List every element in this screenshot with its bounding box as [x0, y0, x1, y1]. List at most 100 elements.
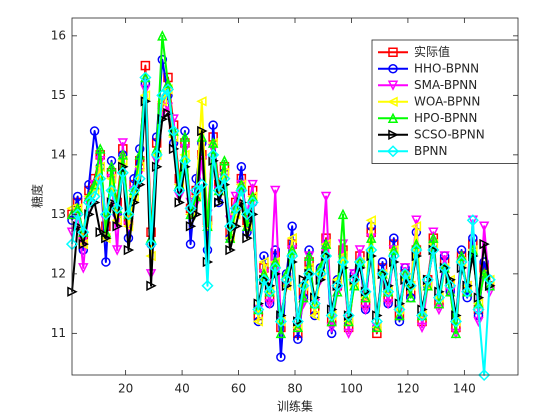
legend-label: SCSO-BPNN: [414, 127, 485, 141]
marker: [252, 303, 265, 316]
marker: [365, 215, 376, 226]
marker: [405, 291, 416, 303]
marker: [190, 184, 203, 197]
marker: [111, 202, 124, 215]
marker: [157, 30, 168, 41]
marker: [478, 268, 490, 279]
marker: [308, 297, 321, 310]
marker: [468, 250, 479, 262]
marker: [224, 220, 237, 233]
marker: [326, 322, 337, 334]
marker: [275, 327, 287, 339]
marker: [376, 267, 389, 280]
marker: [388, 244, 400, 255]
marker: [411, 238, 422, 249]
marker: [236, 178, 247, 190]
marker: [184, 202, 197, 215]
marker: [427, 243, 440, 257]
plot-area: [65, 30, 496, 382]
marker: [359, 285, 372, 298]
marker: [411, 215, 422, 226]
marker: [95, 226, 106, 238]
marker: [337, 208, 349, 220]
marker: [433, 304, 445, 316]
marker: [133, 172, 146, 185]
marker: [208, 120, 218, 130]
marker: [101, 232, 112, 244]
marker: [304, 245, 314, 255]
marker: [478, 368, 491, 382]
y-tick-label: 13: [51, 207, 66, 221]
marker: [456, 250, 467, 261]
marker: [319, 249, 333, 263]
marker: [252, 316, 264, 327]
marker: [466, 214, 479, 227]
marker: [180, 126, 190, 136]
marker: [139, 71, 152, 84]
marker: [410, 243, 423, 257]
marker: [439, 251, 450, 262]
marker: [230, 221, 242, 232]
y-tick-label: 16: [51, 28, 66, 42]
marker: [456, 245, 467, 255]
marker: [421, 273, 434, 286]
marker: [370, 315, 383, 328]
marker: [128, 184, 141, 197]
marker: [156, 89, 169, 102]
marker: [185, 239, 196, 249]
marker: [185, 221, 197, 232]
marker: [303, 267, 316, 280]
marker: [95, 143, 106, 154]
marker: [174, 197, 185, 208]
marker: [291, 315, 304, 328]
marker: [116, 166, 129, 179]
marker: [377, 257, 388, 267]
marker: [218, 172, 231, 185]
marker: [88, 190, 101, 203]
marker: [242, 232, 253, 244]
marker: [393, 303, 406, 316]
marker: [89, 126, 100, 136]
marker: [325, 309, 338, 322]
marker: [314, 267, 327, 280]
marker: [399, 267, 412, 280]
marker: [179, 131, 191, 142]
marker: [444, 279, 457, 292]
marker: [432, 291, 446, 304]
marker: [197, 125, 208, 137]
marker: [270, 245, 280, 255]
marker: [270, 256, 281, 267]
marker: [247, 190, 258, 202]
marker: [309, 310, 320, 321]
marker: [77, 226, 90, 239]
legend-marker: [388, 64, 398, 74]
marker: [163, 107, 174, 119]
marker: [72, 202, 83, 214]
marker: [353, 255, 366, 269]
marker: [150, 148, 163, 161]
marker: [101, 257, 111, 267]
marker: [280, 273, 293, 286]
marker: [371, 321, 383, 333]
marker: [428, 227, 439, 238]
marker: [438, 261, 451, 274]
marker: [105, 184, 118, 197]
legend-label: HHO-BPNN: [414, 61, 479, 75]
marker: [399, 263, 411, 274]
marker: [461, 285, 474, 298]
marker: [162, 77, 174, 89]
marker: [348, 273, 361, 286]
marker: [472, 303, 485, 316]
x-tick-label: 40: [174, 382, 189, 396]
legend-marker: [388, 129, 399, 140]
y-tick-label: 12: [51, 266, 66, 280]
marker: [117, 149, 129, 160]
marker: [303, 250, 315, 261]
marker: [212, 184, 225, 197]
legend-label: HPO-BPNN: [414, 111, 477, 125]
marker: [293, 334, 303, 345]
marker: [247, 179, 258, 191]
marker: [82, 196, 95, 209]
marker: [112, 221, 123, 232]
